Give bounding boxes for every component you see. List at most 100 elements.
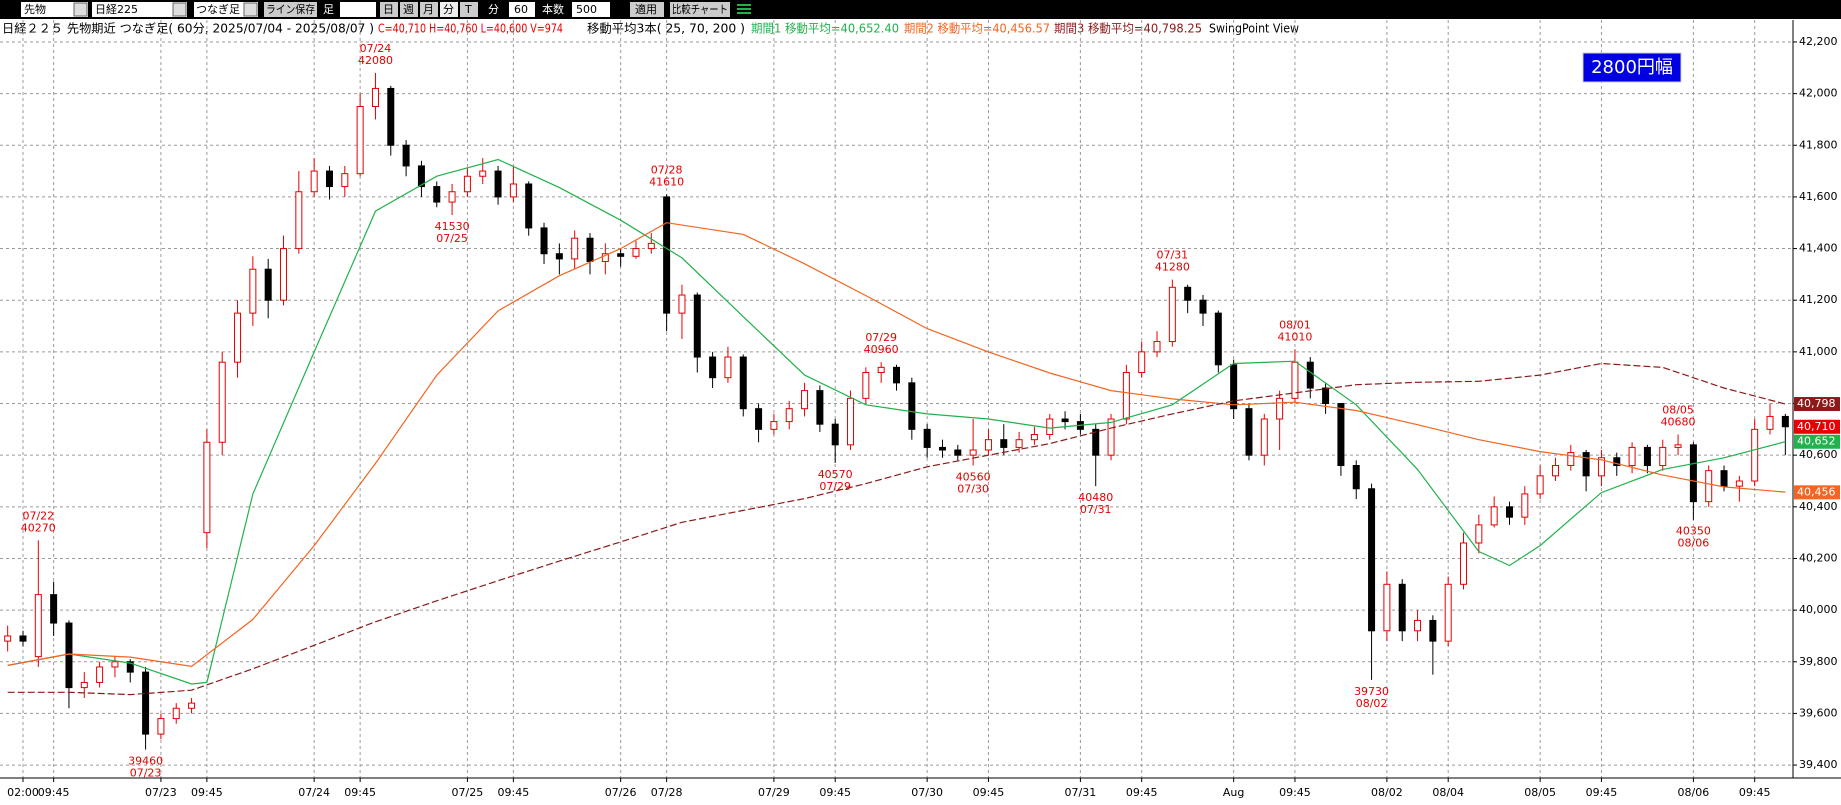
candle-body — [571, 237, 579, 260]
candle-body — [1046, 418, 1054, 436]
x-tick-label: 07/24 — [298, 786, 330, 799]
candle-body — [325, 170, 333, 188]
candle-body — [1444, 583, 1452, 642]
color-box[interactable] — [340, 2, 376, 17]
swing-date: 07/31 — [1080, 503, 1112, 516]
x-tick-label: 09:45 — [819, 786, 851, 799]
minute-button[interactable] — [440, 2, 458, 17]
minute-label: 分 — [488, 3, 499, 16]
interval: 60 — [514, 3, 528, 16]
candle-body — [310, 170, 318, 193]
swing-date: 07/22 — [22, 509, 54, 522]
candle-body — [1414, 619, 1422, 632]
y-tick-label: 41,400 — [1799, 242, 1838, 255]
y-tick-label: 41,800 — [1799, 138, 1838, 151]
dropdown-arrow[interactable] — [73, 2, 88, 17]
interval-box[interactable] — [509, 2, 535, 17]
candle-body — [1092, 428, 1100, 456]
candle-body — [96, 666, 104, 683]
x-tick-label: 09:45 — [1279, 786, 1311, 799]
tick-button[interactable] — [460, 2, 478, 17]
candle-body — [1122, 372, 1130, 420]
candle-body — [1781, 415, 1789, 428]
candle-body — [1306, 361, 1314, 389]
price-tag — [1794, 397, 1840, 412]
candle-body — [1383, 583, 1391, 632]
apply: 適用 — [635, 2, 657, 16]
candle-body — [632, 248, 640, 257]
candle-body — [249, 268, 257, 314]
market-select[interactable] — [21, 2, 88, 17]
candle-body — [847, 397, 855, 446]
moving-average-line — [7, 362, 1786, 696]
swing-date: 07/31 — [1156, 249, 1188, 262]
candle-body — [693, 294, 701, 358]
candle-body — [1352, 465, 1360, 490]
count-box[interactable] — [572, 2, 610, 17]
x-tick-label: 07/31 — [1065, 786, 1097, 799]
candle-body — [984, 439, 992, 451]
swing-date: 07/28 — [651, 163, 683, 176]
candle-body — [1030, 434, 1038, 441]
candle-body — [479, 170, 487, 177]
y-tick-label: 41,600 — [1799, 190, 1838, 203]
bar-type-select[interactable] — [194, 2, 258, 17]
dropdown-arrow[interactable] — [243, 2, 258, 17]
candle-body — [509, 183, 517, 198]
candle-body — [724, 356, 732, 379]
x-tick-label: 07/25 — [452, 786, 484, 799]
price-tag — [1794, 434, 1840, 449]
y-tick-label: 41,000 — [1799, 345, 1838, 358]
candle-body — [1291, 361, 1299, 399]
symbol-select[interactable] — [92, 2, 187, 17]
candle-body — [142, 671, 150, 735]
info-line: 日経２２５ 先物期近 つなぎ足( 60分, 2025/07/04 - 2025/… — [2, 22, 1299, 36]
swing-value: 41610 — [649, 175, 684, 188]
candle-body — [433, 186, 441, 203]
x-tick-label: 02:00 — [7, 786, 39, 799]
candle-body — [1138, 351, 1146, 374]
dropdown-arrow[interactable] — [172, 2, 187, 17]
swing-value: 40350 — [1676, 525, 1711, 538]
candle-body — [739, 356, 747, 410]
badge-text: 2800円幅 — [1591, 57, 1673, 78]
x-tick-label: 09:45 — [1586, 786, 1618, 799]
candle-body — [234, 312, 242, 363]
month-button[interactable] — [420, 2, 438, 17]
candle-body — [50, 594, 58, 624]
week-button[interactable] — [400, 2, 418, 17]
apply-button[interactable] — [630, 2, 664, 17]
ma1: 期間1 移動平均=40,652.40 — [751, 22, 899, 36]
x-tick-label: 07/29 — [758, 786, 790, 799]
candle-body — [908, 382, 916, 430]
menu-icon[interactable] — [737, 4, 751, 14]
save-line-button[interactable] — [264, 2, 317, 17]
candle-body — [1567, 452, 1575, 467]
candle-body — [1168, 286, 1176, 343]
candle-body — [1276, 397, 1284, 420]
candle-body — [877, 366, 885, 374]
candle-body — [801, 390, 809, 410]
bar-type: つなぎ足 — [196, 2, 240, 16]
candle-body — [969, 449, 977, 456]
compare-button[interactable] — [670, 2, 730, 17]
day-button[interactable] — [380, 2, 398, 17]
x-tick-label: 08/02 — [1371, 786, 1403, 799]
y-tick-label: 40,400 — [1799, 500, 1838, 513]
candle-body — [402, 144, 410, 167]
candle-body — [494, 170, 502, 198]
candle-body — [172, 707, 180, 720]
price-tag-label: 40,456 — [1797, 485, 1836, 498]
candle-body — [1000, 439, 1008, 448]
candle-body — [1260, 418, 1268, 456]
x-tick-label: 08/05 — [1524, 786, 1556, 799]
candle-body — [525, 183, 533, 229]
candle-body — [1368, 488, 1376, 632]
candle-body — [770, 421, 778, 430]
candle-body — [709, 356, 717, 379]
candle-body — [1521, 493, 1529, 518]
x-tick-label: 09:45 — [1126, 786, 1158, 799]
x-tick-label: 07/28 — [651, 786, 683, 799]
swing-value: 41010 — [1277, 330, 1312, 343]
